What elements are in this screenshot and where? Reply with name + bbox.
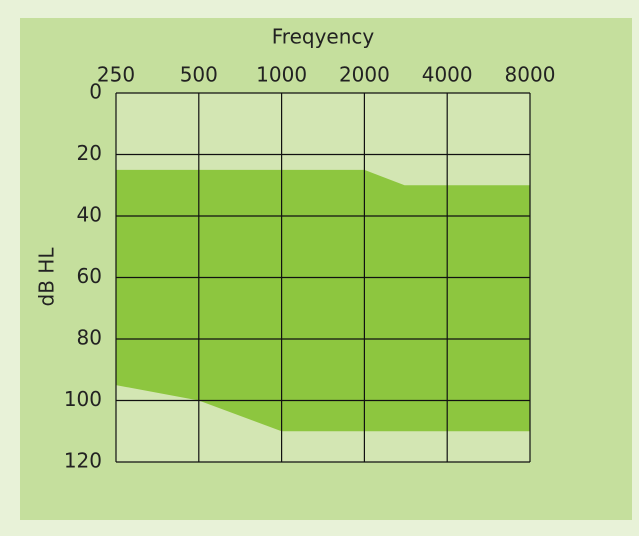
- x-tick-label: 2000: [339, 63, 390, 87]
- y-tick-label: 100: [64, 387, 102, 411]
- y-tick-label: 20: [77, 141, 102, 165]
- x-tick-label: 4000: [422, 63, 473, 87]
- x-tick-label: 1000: [256, 63, 307, 87]
- y-tick-label: 80: [77, 326, 102, 350]
- x-tick-label: 500: [180, 63, 218, 87]
- x-tick-label: 8000: [505, 63, 556, 87]
- chart-title: Freqyency: [272, 25, 375, 49]
- hearing-range-area: [116, 169, 530, 432]
- y-tick-label: 40: [77, 203, 102, 227]
- y-tick-label: 0: [89, 80, 102, 104]
- y-tick-label: 60: [77, 264, 102, 288]
- y-tick-label: 120: [64, 449, 102, 473]
- y-axis-label: dB HL: [35, 247, 59, 307]
- x-tick-label: 250: [97, 63, 135, 87]
